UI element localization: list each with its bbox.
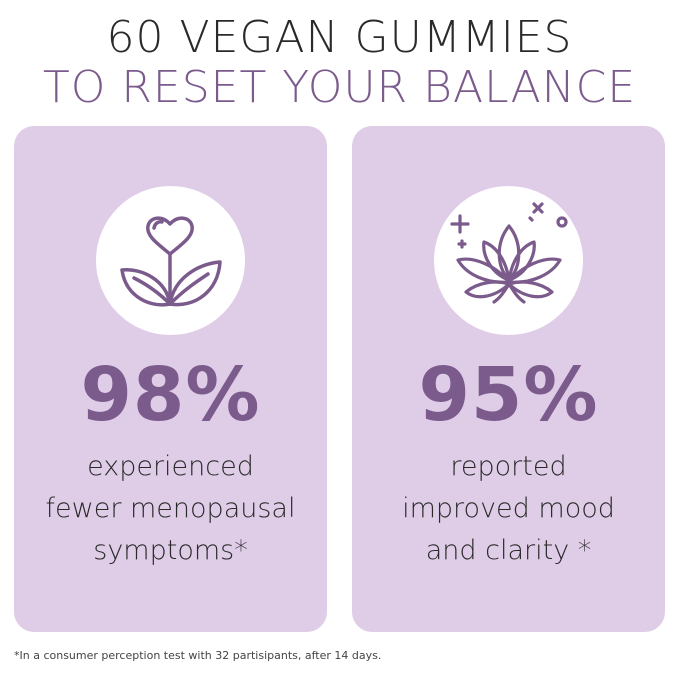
icon-circle bbox=[96, 186, 245, 335]
icon-circle bbox=[434, 186, 583, 335]
stat-card-menopause: 98% experienced fewer menopausal symptom… bbox=[14, 126, 327, 632]
stat-description-line: reported bbox=[450, 451, 567, 482]
stat-value: 98% bbox=[80, 352, 261, 438]
lotus-flower-icon bbox=[450, 202, 568, 304]
footnote: *In a consumer perception test with 32 p… bbox=[14, 649, 382, 662]
stat-description-line: experienced bbox=[87, 451, 254, 482]
stat-description: experienced fewer menopausal symptoms* bbox=[14, 446, 327, 572]
stat-description-line: improved mood bbox=[402, 493, 615, 524]
stat-description-line: symptoms* bbox=[93, 535, 248, 566]
headline-line-1: 60 VEGAN GUMMIES bbox=[106, 12, 573, 63]
stat-description: reported improved mood and clarity * bbox=[352, 446, 665, 572]
headline-line-2: TO RESET YOUR BALANCE bbox=[42, 62, 637, 113]
stat-description-line: fewer menopausal bbox=[45, 493, 296, 524]
stat-card-mood: 95% reported improved mood and clarity * bbox=[352, 126, 665, 632]
heart-leaves-icon bbox=[120, 216, 222, 307]
stat-description-line: and clarity * bbox=[425, 535, 592, 566]
stat-value: 95% bbox=[418, 352, 599, 438]
